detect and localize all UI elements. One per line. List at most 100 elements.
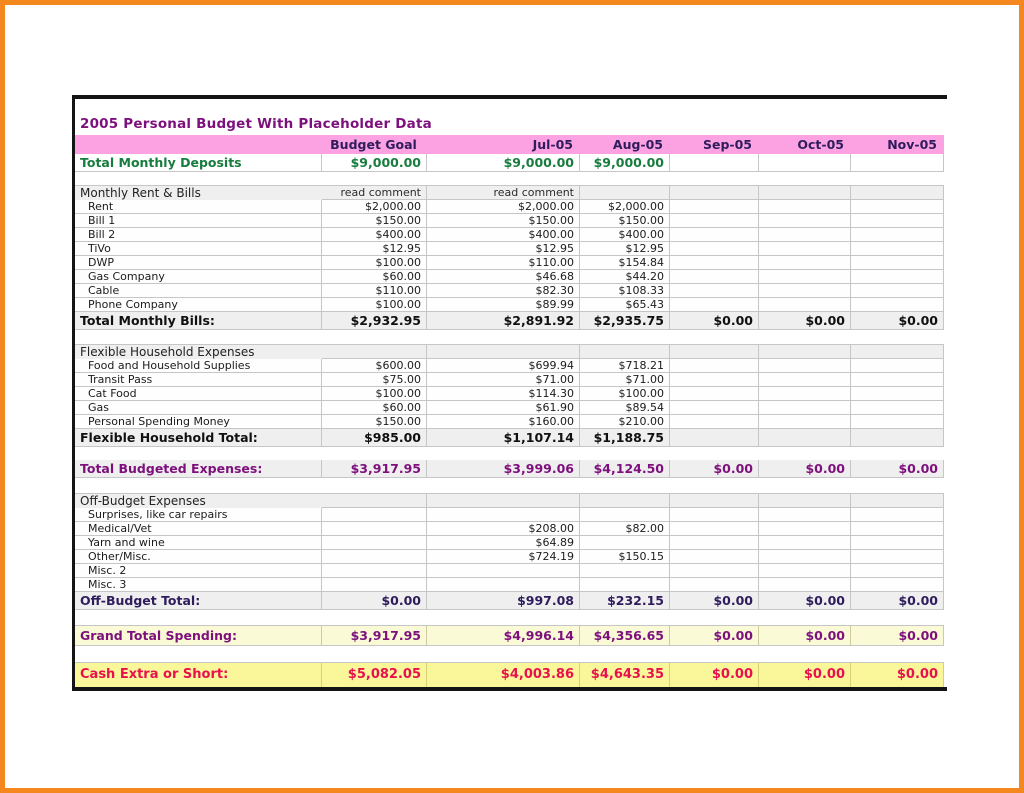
cell-value — [670, 298, 759, 312]
section-total-value: $0.00 — [670, 592, 759, 610]
cell-value — [322, 536, 427, 550]
row-label: Gas Company — [75, 270, 322, 284]
budgeted-total-value: $0.00 — [759, 460, 851, 478]
row-label: Misc. 2 — [75, 564, 322, 578]
section-total-row: Off-Budget Total: $0.00 $997.08 $232.15 $0.0… — [75, 592, 944, 610]
cash-extra-value: $4,643.35 — [580, 662, 670, 687]
cell-value — [580, 564, 670, 578]
row-label: Food and Household Supplies — [75, 359, 322, 373]
budgeted-total-value: $0.00 — [851, 460, 944, 478]
cell-value — [322, 578, 427, 592]
section-gap — [75, 610, 944, 625]
grand-total-value: $4,356.65 — [580, 625, 670, 646]
cell-value — [670, 536, 759, 550]
budgeted-total-value: $4,124.50 — [580, 460, 670, 478]
page-title: 2005 Personal Budget With Placeholder Da… — [80, 116, 432, 132]
section-header-note — [427, 493, 580, 508]
row-label: Phone Company — [75, 298, 322, 312]
cell-value — [670, 270, 759, 284]
cash-extra-row: Cash Extra or Short: $5,082.05 $4,003.86 $4… — [75, 662, 944, 687]
row-label: Cat Food — [75, 387, 322, 401]
section-total-value: $232.15 — [580, 592, 670, 610]
cell-value — [851, 373, 944, 387]
cell-value — [851, 508, 944, 522]
cell-value: $46.68 — [427, 270, 580, 284]
row-label: DWP — [75, 256, 322, 270]
data-row: Misc. 3 — [75, 578, 944, 592]
data-row: Personal Spending Money $150.00 $160.00 $21… — [75, 415, 944, 429]
row-label: Gas — [75, 401, 322, 415]
section-gap — [75, 330, 944, 344]
cell-value: $114.30 — [427, 387, 580, 401]
section-total-value: $2,935.75 — [580, 312, 670, 330]
section-header-note — [580, 344, 670, 359]
cell-value: $150.00 — [322, 415, 427, 429]
grand-total-row: Grand Total Spending: $3,917.95 $4,996.14 $… — [75, 625, 944, 646]
cell-value — [759, 200, 851, 214]
cell-value: $2,000.00 — [427, 200, 580, 214]
cell-value — [851, 242, 944, 256]
cell-value: $82.00 — [580, 522, 670, 536]
section-total-row: Total Monthly Bills: $2,932.95 $2,891.92 $2… — [75, 312, 944, 330]
cell-value — [670, 522, 759, 536]
cash-extra-value: $0.00 — [670, 662, 759, 687]
cell-value — [759, 373, 851, 387]
cell-value: $12.95 — [427, 242, 580, 256]
cell-value — [580, 508, 670, 522]
section-total-value — [759, 429, 851, 447]
section-total-row: Flexible Household Total: $985.00 $1,107.1… — [75, 429, 944, 447]
cell-value — [851, 200, 944, 214]
cell-value — [851, 359, 944, 373]
cell-value — [851, 270, 944, 284]
cell-value — [322, 508, 427, 522]
data-row: Medical/Vet $208.00 $82.00 — [75, 522, 944, 536]
data-row: Gas Company $60.00 $46.68 $44.20 — [75, 270, 944, 284]
cell-value — [322, 522, 427, 536]
cell-value: $400.00 — [322, 228, 427, 242]
data-row: Phone Company $100.00 $89.99 $65.43 — [75, 298, 944, 312]
cash-extra-value: $0.00 — [851, 662, 944, 687]
section-header-note — [759, 185, 851, 200]
data-row: Surprises, like car repairs — [75, 508, 944, 522]
cell-value — [851, 256, 944, 270]
cell-value — [851, 387, 944, 401]
cell-value — [670, 415, 759, 429]
grand-total-value: $0.00 — [759, 625, 851, 646]
data-row: Transit Pass $75.00 $71.00 $71.00 — [75, 373, 944, 387]
deposits-value: $9,000.00 — [322, 154, 427, 172]
grand-total-label: Grand Total Spending: — [75, 625, 322, 646]
row-label: Bill 2 — [75, 228, 322, 242]
title-row: 2005 Personal Budget With Placeholder Da… — [75, 99, 947, 135]
section-header-note — [580, 493, 670, 508]
budgeted-total-value: $3,917.95 — [322, 460, 427, 478]
section-header-note — [322, 344, 427, 359]
cell-value — [670, 508, 759, 522]
cell-value — [851, 214, 944, 228]
cell-value — [427, 564, 580, 578]
cell-value — [670, 401, 759, 415]
cell-value — [759, 214, 851, 228]
section-gap — [75, 478, 944, 493]
cell-value — [759, 359, 851, 373]
row-label: Transit Pass — [75, 373, 322, 387]
cell-value: $160.00 — [427, 415, 580, 429]
budgeted-total-value: $3,999.06 — [427, 460, 580, 478]
row-label: Bill 1 — [75, 214, 322, 228]
section-total-value: $1,107.14 — [427, 429, 580, 447]
cell-value: $12.95 — [580, 242, 670, 256]
section-gap — [75, 646, 944, 662]
section-header-note — [670, 493, 759, 508]
cell-value: $150.00 — [322, 214, 427, 228]
section-total-label: Off-Budget Total: — [75, 592, 322, 610]
cell-value: $82.30 — [427, 284, 580, 298]
budgeted-total-value: $0.00 — [670, 460, 759, 478]
spreadsheet: 2005 Personal Budget With Placeholder Da… — [72, 95, 947, 691]
cash-extra-value: $4,003.86 — [427, 662, 580, 687]
cell-value — [851, 564, 944, 578]
cell-value: $65.43 — [580, 298, 670, 312]
budget-table: Budget Goal Jul-05 Aug-05 Sep-05 Oct-05 Nov-0… — [75, 135, 947, 687]
cell-value — [759, 401, 851, 415]
section-header-label: Flexible Household Expenses — [75, 344, 322, 359]
cell-value — [759, 387, 851, 401]
